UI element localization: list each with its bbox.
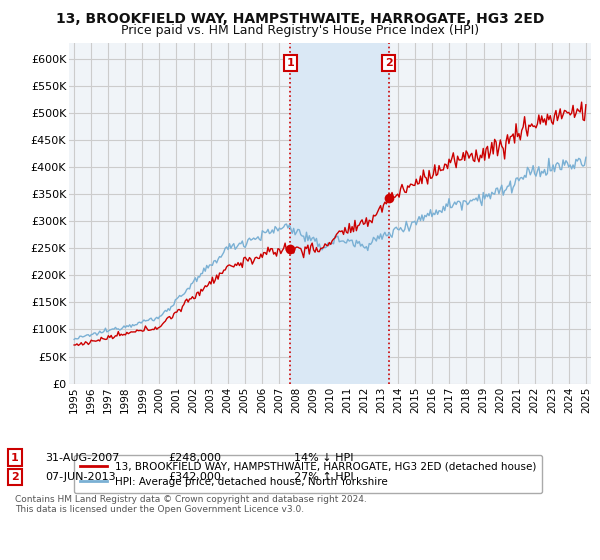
Text: 13, BROOKFIELD WAY, HAMPSTHWAITE, HARROGATE, HG3 2ED: 13, BROOKFIELD WAY, HAMPSTHWAITE, HARROG… xyxy=(56,12,544,26)
Legend: 13, BROOKFIELD WAY, HAMPSTHWAITE, HARROGATE, HG3 2ED (detached house), HPI: Aver: 13, BROOKFIELD WAY, HAMPSTHWAITE, HARROG… xyxy=(74,455,542,493)
Text: 2: 2 xyxy=(385,58,392,68)
Text: Price paid vs. HM Land Registry's House Price Index (HPI): Price paid vs. HM Land Registry's House … xyxy=(121,24,479,36)
Text: This data is licensed under the Open Government Licence v3.0.: This data is licensed under the Open Gov… xyxy=(15,505,304,514)
Text: 31-AUG-2007: 31-AUG-2007 xyxy=(45,452,119,463)
Text: 14% ↓ HPI: 14% ↓ HPI xyxy=(294,452,353,463)
Text: 1: 1 xyxy=(11,452,19,463)
Text: 27% ↑ HPI: 27% ↑ HPI xyxy=(294,472,353,482)
Text: £248,000: £248,000 xyxy=(168,452,221,463)
Bar xyxy=(290,43,389,384)
Text: 1: 1 xyxy=(286,58,294,68)
Text: Contains HM Land Registry data © Crown copyright and database right 2024.: Contains HM Land Registry data © Crown c… xyxy=(15,495,367,504)
Text: £342,000: £342,000 xyxy=(168,472,221,482)
Text: 07-JUN-2013: 07-JUN-2013 xyxy=(45,472,116,482)
Text: 2: 2 xyxy=(11,472,19,482)
